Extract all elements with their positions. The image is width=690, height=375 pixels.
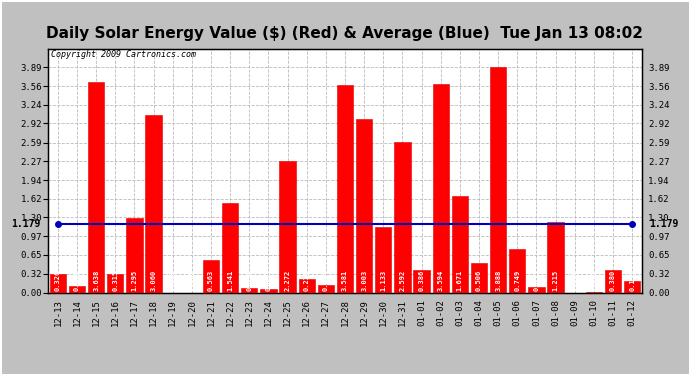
Text: 0.386: 0.386 [419, 270, 424, 291]
Text: 0.380: 0.380 [610, 270, 616, 291]
Bar [146, 116, 161, 292]
Text: 3.638: 3.638 [93, 270, 99, 291]
Text: Daily Solar Energy Value ($) (Red) & Average (Blue)  Tue Jan 13 08:02: Daily Solar Energy Value ($) (Red) & Ave… [46, 26, 644, 41]
Text: 0.063: 0.063 [266, 270, 271, 291]
Bar [394, 142, 411, 292]
Text: 0.326: 0.326 [55, 270, 61, 291]
Bar [490, 68, 506, 292]
Text: 0.315: 0.315 [112, 270, 118, 291]
Text: 3.003: 3.003 [361, 270, 367, 291]
Bar [317, 285, 334, 292]
Bar [452, 196, 468, 292]
Text: 0.749: 0.749 [514, 270, 520, 291]
Bar [203, 260, 219, 292]
Bar [69, 286, 85, 292]
Text: 2.592: 2.592 [400, 270, 406, 291]
Text: 0.191: 0.191 [629, 270, 635, 291]
Text: 1.295: 1.295 [131, 270, 137, 291]
Text: 3.060: 3.060 [150, 270, 157, 291]
Text: 3.888: 3.888 [495, 270, 501, 291]
Text: 1.133: 1.133 [380, 270, 386, 291]
Text: 0.506: 0.506 [476, 270, 482, 291]
Bar [547, 222, 564, 292]
Text: 1.215: 1.215 [553, 270, 559, 291]
Text: 1.179: 1.179 [11, 219, 41, 229]
Text: 0.003: 0.003 [591, 270, 597, 291]
Text: 3.581: 3.581 [342, 270, 348, 291]
Bar [433, 84, 449, 292]
Bar [356, 118, 373, 292]
Bar [299, 279, 315, 292]
Bar [260, 289, 277, 292]
Text: 0.124: 0.124 [323, 270, 329, 291]
Text: 0.093: 0.093 [533, 270, 540, 291]
Text: 1.671: 1.671 [457, 270, 463, 291]
Text: Copyright 2009 Cartronics.com: Copyright 2009 Cartronics.com [51, 50, 196, 59]
Text: 1.541: 1.541 [227, 270, 233, 291]
Bar [605, 270, 621, 292]
Bar [279, 161, 296, 292]
Text: 0.563: 0.563 [208, 270, 214, 291]
Bar [337, 85, 353, 292]
Bar [509, 249, 525, 292]
Text: 2.272: 2.272 [284, 270, 290, 291]
Text: 3.594: 3.594 [437, 270, 444, 291]
Text: 0.000: 0.000 [572, 270, 578, 291]
Bar [126, 217, 143, 292]
Text: 1.179: 1.179 [649, 219, 679, 229]
Bar [413, 270, 430, 292]
Bar [222, 203, 238, 292]
Text: 0.074: 0.074 [246, 270, 253, 291]
Bar [624, 282, 640, 292]
Bar [529, 287, 544, 292]
Text: 0.000: 0.000 [189, 270, 195, 291]
Text: 0.108: 0.108 [74, 270, 80, 291]
Bar [471, 263, 487, 292]
Text: 0.238: 0.238 [304, 270, 310, 291]
Bar [375, 227, 391, 292]
Bar [50, 274, 66, 292]
Text: 0.000: 0.000 [170, 270, 176, 291]
Bar [88, 82, 104, 292]
Bar [107, 274, 124, 292]
Bar [241, 288, 257, 292]
